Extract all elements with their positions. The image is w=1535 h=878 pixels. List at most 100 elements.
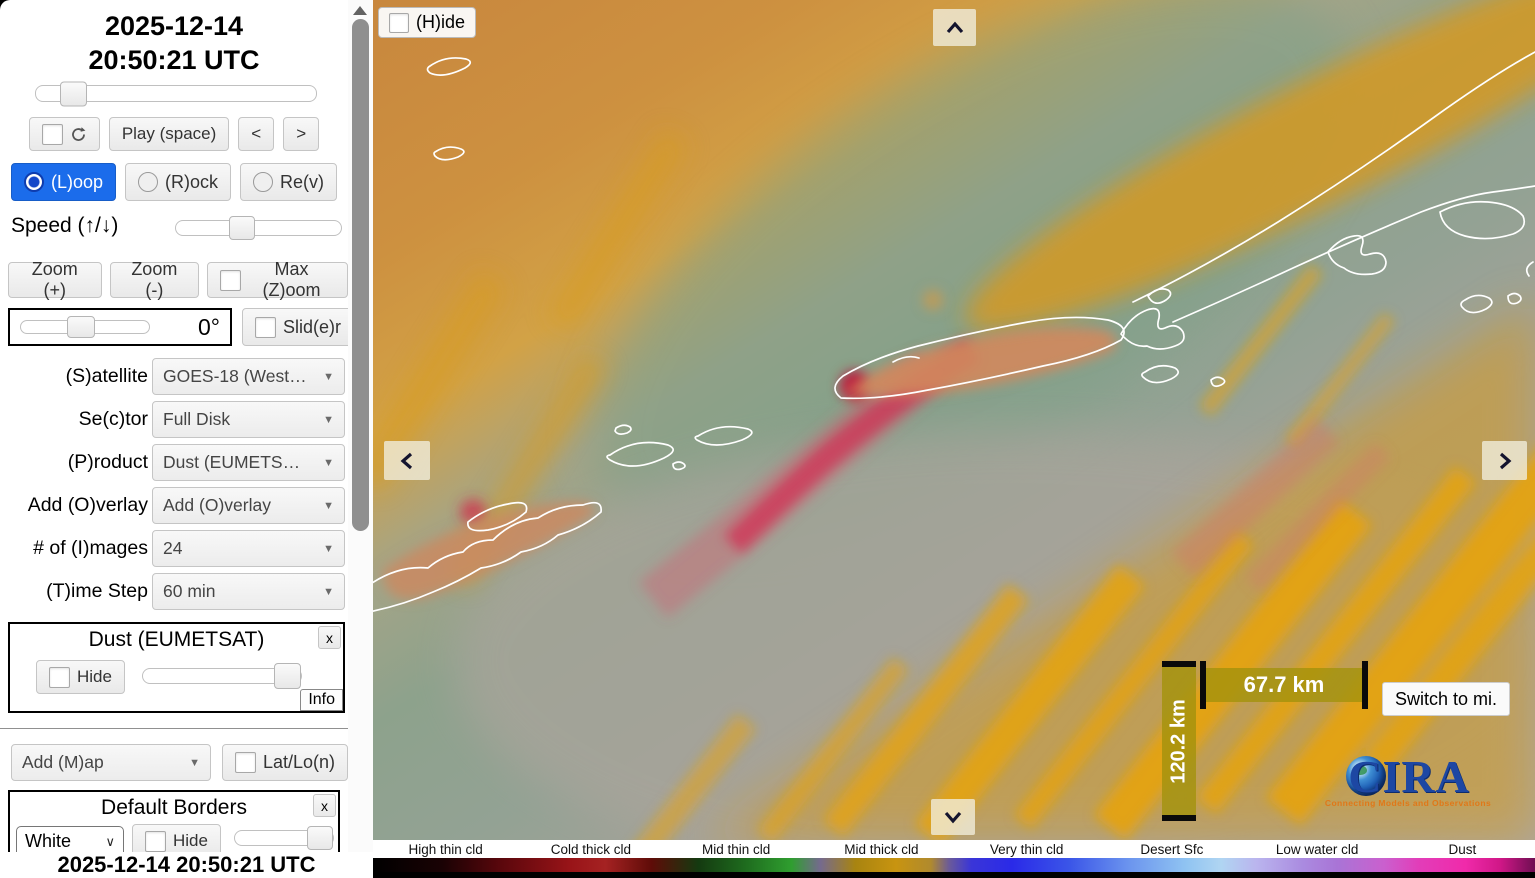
rotation-value: 0° — [198, 313, 220, 340]
cira-logo-text: CIRA — [1348, 750, 1470, 802]
rock-radio-button[interactable]: (R)ock — [125, 163, 232, 201]
chevron-left-icon — [400, 452, 413, 469]
current-date: 2025-12-14 — [104, 11, 244, 41]
pan-left-button[interactable] — [384, 441, 430, 480]
chevron-down-icon: ▼ — [189, 756, 200, 769]
dust-panel-title: Dust (EUMETSAT) — [88, 628, 265, 651]
max-zoom-checkbox — [220, 269, 242, 291]
chevron-down-icon: ▼ — [323, 370, 334, 383]
scrollbar-thumb[interactable] — [352, 19, 369, 531]
vertical-scale-bar: 120.2 km — [1162, 661, 1196, 821]
play-button[interactable]: Play (space) — [108, 117, 230, 151]
speed-slider-handle[interactable] — [229, 216, 255, 240]
satellite-label: (S)atellite — [65, 365, 148, 387]
earth-globe-icon — [1346, 756, 1387, 796]
switch-units-button[interactable]: Switch to mi. — [1382, 682, 1511, 716]
colorbar-legend: High thin cld Cold thick cld Mid thin cl… — [373, 840, 1535, 872]
dust-opacity-slider[interactable] — [142, 663, 302, 689]
autorefresh-toggle[interactable] — [28, 117, 100, 151]
sector-label: Se(c)tor — [78, 408, 148, 430]
chevron-down-icon — [944, 811, 962, 824]
num-images-label: # of (I)mages — [33, 537, 148, 559]
scale-cap — [1200, 661, 1206, 709]
satellite-imagery — [373, 0, 1535, 840]
rotation-slider-handle[interactable] — [67, 316, 95, 338]
legend-labels: High thin cld Cold thick cld Mid thin cl… — [373, 840, 1535, 858]
dust-product-panel: Dust (EUMETSAT) x Hide Info — [8, 622, 345, 713]
latlon-checkbox — [235, 752, 256, 773]
divider — [0, 728, 348, 729]
current-time: 20:50:21 UTC — [88, 44, 260, 75]
radio-icon — [138, 172, 159, 192]
control-sidebar: 2025-12-14 20:50:21 UTC Play (space) < > — [0, 0, 348, 852]
pan-up-button[interactable] — [933, 9, 976, 46]
add-map-select[interactable]: Add (M)ap ▼ — [11, 744, 211, 781]
num-images-select[interactable]: 24 ▼ — [152, 530, 345, 567]
satellite-select[interactable]: GOES-18 (West… ▼ — [152, 358, 345, 395]
scale-cap — [1162, 661, 1196, 667]
borders-opacity-handle[interactable] — [307, 826, 333, 850]
map-canvas[interactable]: (H)ide 120.2 km — [373, 0, 1535, 840]
rotation-slider[interactable] — [20, 316, 150, 338]
radio-checked-icon — [23, 172, 44, 192]
footer-timestamp: 2025-12-14 20:50:21 UTC — [0, 852, 373, 878]
step-forward-button[interactable]: > — [283, 117, 320, 151]
speed-slider[interactable] — [175, 216, 342, 240]
pan-down-button[interactable] — [931, 799, 975, 835]
current-datetime: 2025-12-14 20:50:21 UTC — [0, 10, 348, 78]
slider-toggle[interactable]: Slid(e)r — [242, 308, 348, 346]
sector-select[interactable]: Full Disk ▼ — [152, 401, 345, 438]
rotation-box: 0° — [8, 308, 232, 346]
chevron-down-icon: ▼ — [323, 499, 334, 512]
chevron-down-icon: ∨ — [105, 833, 115, 849]
borders-opacity-slider[interactable] — [234, 826, 334, 850]
close-icon[interactable]: x — [318, 626, 341, 649]
pan-right-button[interactable] — [1482, 441, 1527, 480]
chevron-up-icon — [946, 21, 963, 33]
dust-opacity-handle[interactable] — [274, 663, 301, 689]
dust-hide-checkbox — [49, 666, 70, 688]
default-borders-panel: Default Borders x White ∨ Hide — [8, 790, 340, 852]
overlay-select[interactable]: Add (O)verlay ▼ — [152, 487, 345, 524]
autorefresh-checkbox — [41, 123, 63, 145]
radio-icon — [253, 172, 274, 192]
latlon-toggle[interactable]: Lat/Lo(n) — [222, 744, 348, 781]
step-back-button[interactable]: < — [238, 117, 275, 151]
border-color-select[interactable]: White ∨ — [16, 826, 124, 852]
speed-label: Speed (↑/↓) — [11, 214, 119, 237]
slider-checkbox — [255, 316, 276, 338]
refresh-icon — [71, 126, 86, 141]
dust-hide-toggle[interactable]: Hide — [36, 660, 125, 694]
cira-logo-caption: Connecting Models and Observations — [1324, 798, 1492, 808]
product-select[interactable]: Dust (EUMETS… ▼ — [152, 444, 345, 481]
dust-info-button[interactable]: Info — [300, 689, 343, 711]
max-zoom-toggle[interactable]: Max (Z)oom — [207, 259, 348, 300]
map-hide-checkbox — [389, 12, 409, 33]
legend-gradient-bar — [373, 858, 1535, 872]
borders-panel-title: Default Borders — [101, 796, 247, 819]
close-icon[interactable]: x — [313, 794, 336, 817]
scrollbar-up-icon[interactable] — [353, 6, 367, 15]
loop-radio-button[interactable]: (L)oop — [10, 163, 117, 201]
product-label: (P)roduct — [67, 451, 148, 473]
chevron-down-icon: ▼ — [323, 585, 334, 598]
zoom-in-button[interactable]: Zoom (+) — [8, 259, 102, 300]
chevron-down-icon: ▼ — [323, 413, 334, 426]
time-slider-handle[interactable] — [60, 81, 87, 106]
sidebar-scrollbar[interactable] — [348, 0, 373, 852]
borders-hide-toggle[interactable]: Hide — [132, 824, 221, 852]
vertical-scale-value: 120.2 km — [1167, 699, 1190, 784]
timestep-select[interactable]: 60 min ▼ — [152, 573, 345, 610]
zoom-out-button[interactable]: Zoom (-) — [109, 259, 200, 300]
cira-logo: CIRA Connecting Models and Observations — [1323, 750, 1493, 818]
rev-radio-button[interactable]: Re(v) — [240, 163, 338, 201]
scale-cap — [1362, 661, 1368, 709]
chevron-down-icon: ▼ — [323, 542, 334, 555]
overlay-label: Add (O)verlay — [27, 494, 148, 516]
borders-hide-checkbox — [145, 830, 166, 852]
map-hide-toggle[interactable]: (H)ide — [378, 7, 477, 38]
chevron-down-icon: ▼ — [323, 456, 334, 469]
horizontal-scale-value: 67.7 km — [1206, 668, 1362, 702]
time-slider[interactable] — [35, 81, 317, 106]
